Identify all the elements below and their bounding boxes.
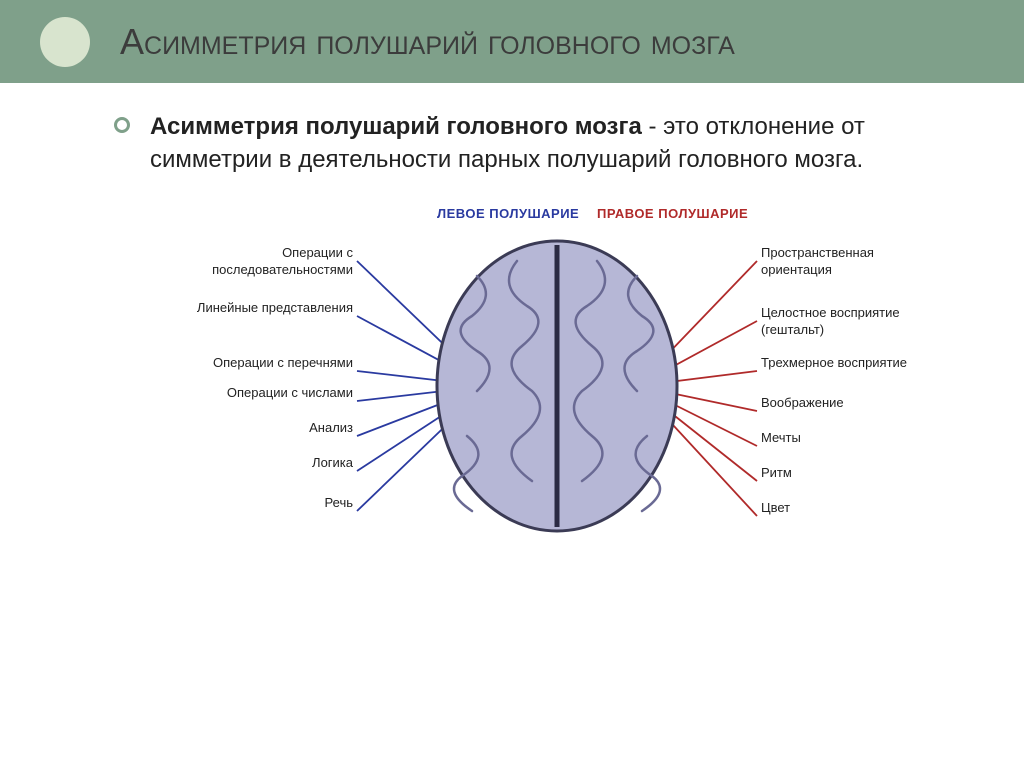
definition-bullet-icon [114, 117, 130, 133]
slide-content: Асимметрия полушарий головного мозга - э… [0, 83, 1024, 596]
definition-bold: Асимметрия полушарий головного мозга [150, 113, 642, 140]
left-hemisphere-title: ЛЕВОЕ ПОЛУШАРИЕ [437, 206, 579, 221]
connector-line-right [637, 321, 757, 386]
slide-header: Асимметрия полушарий головного мозга [0, 0, 1024, 83]
connector-line-right [637, 371, 757, 386]
connector-line-left [357, 316, 487, 386]
connector-line-right [637, 386, 757, 411]
left-function-label: Анализ [309, 420, 353, 437]
right-function-label: Трехмерное восприятие [761, 355, 907, 372]
definition-block: Асимметрия полушарий головного мозга - э… [150, 111, 964, 176]
connector-line-left [357, 386, 487, 401]
right-function-label: Цвет [761, 500, 790, 517]
left-function-label: Логика [312, 455, 353, 472]
left-function-label: Операции с последовательностями [183, 245, 353, 279]
connector-line-left [357, 386, 487, 436]
right-function-label: Ритм [761, 465, 792, 482]
connector-line-left [357, 261, 487, 386]
connector-line-right [637, 386, 757, 481]
header-bullet-icon [40, 17, 90, 67]
slide: Асимметрия полушарий головного мозга Аси… [0, 0, 1024, 767]
left-function-label: Операции с перечнями [213, 355, 353, 372]
left-function-label: Линейные представления [197, 300, 353, 317]
right-function-label: Пространственная ориентация [761, 245, 931, 279]
connector-line-left [357, 386, 487, 471]
right-function-label: Целостное восприятие (гештальт) [761, 305, 931, 339]
left-function-label: Речь [325, 495, 353, 512]
connector-line-right [637, 386, 757, 446]
right-function-label: Мечты [761, 430, 801, 447]
connector-line-left [357, 371, 487, 386]
brain-icon [437, 241, 677, 531]
connector-line-right [637, 386, 757, 516]
connector-line-right [637, 261, 757, 386]
right-hemisphere-title: ПРАВОЕ ПОЛУШАРИЕ [597, 206, 748, 221]
right-function-label: Воображение [761, 395, 844, 412]
connector-line-left [357, 386, 487, 511]
left-function-label: Операции с числами [227, 385, 353, 402]
definition-text: Асимметрия полушарий головного мозга - э… [150, 111, 964, 176]
slide-title: Асимметрия полушарий головного мозга [120, 20, 735, 63]
brain-diagram: ЛЕВОЕ ПОЛУШАРИЕ ПРАВОЕ ПОЛУШАРИЕ Операци… [177, 206, 937, 586]
